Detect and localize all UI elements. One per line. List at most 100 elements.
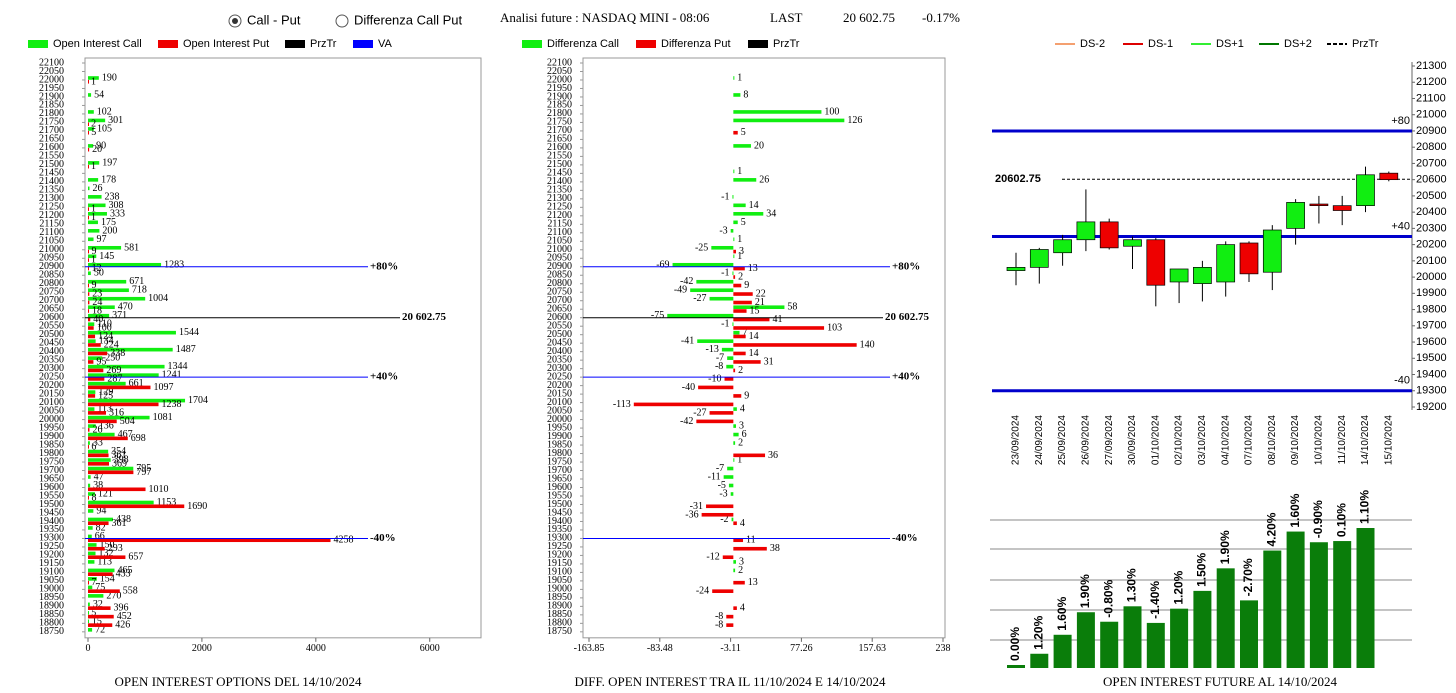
value-label: 398	[114, 455, 129, 466]
bar	[88, 398, 186, 403]
y-tick-label: 19800	[39, 448, 64, 459]
legend-swatch	[285, 40, 305, 48]
y-tick-label: 21200	[547, 210, 572, 221]
bar	[733, 546, 767, 551]
value-label: 12	[92, 263, 102, 274]
reference-label: -40%	[370, 532, 396, 544]
legend-label: Differenza Put	[661, 38, 731, 50]
value-label: -12	[706, 552, 719, 563]
value-label: 1	[91, 161, 96, 172]
bar	[88, 309, 90, 313]
y-tick-label: 21200	[1416, 76, 1447, 88]
bar	[88, 538, 331, 543]
bar	[88, 495, 89, 500]
value-label: -24	[696, 586, 709, 597]
y-tick-label: 19600	[1416, 336, 1447, 348]
y-tick-label: 20900	[1416, 125, 1447, 137]
candle-body	[1216, 244, 1236, 283]
bar	[88, 351, 108, 356]
y-tick-label: 20050	[547, 405, 572, 416]
x-tick-label: 10/10/2024	[1314, 415, 1325, 465]
bar	[733, 606, 737, 610]
value-label: 14	[749, 200, 759, 211]
y-tick-label: 20150	[39, 388, 64, 399]
bar	[88, 441, 90, 445]
y-tick-label: 19550	[39, 490, 64, 501]
value-label: 15	[92, 616, 102, 627]
x-tick-label: 11/10/2024	[1337, 415, 1348, 465]
bar	[88, 385, 151, 390]
bar	[88, 334, 96, 339]
y-tick-label: 20600	[1416, 174, 1447, 186]
value-label: -2.70%	[1241, 558, 1255, 596]
y-tick-label: 21700	[39, 125, 64, 136]
y-tick-label: 20600	[39, 312, 64, 323]
x-tick-label: 02/10/2024	[1174, 415, 1185, 465]
bar	[633, 402, 734, 407]
bar	[733, 568, 736, 573]
radio-button[interactable]	[335, 14, 349, 28]
bar	[88, 322, 95, 326]
y-tick-label: 20700	[39, 295, 64, 306]
value-label: 125	[98, 390, 113, 401]
radio-label[interactable]: Differenza Call Put	[354, 12, 463, 27]
value-label: -31	[690, 501, 703, 512]
y-tick-label: 18800	[547, 618, 572, 629]
radio-label[interactable]: Call - Put	[247, 12, 301, 27]
x-tick-label: -3.11	[720, 643, 740, 654]
candle-body	[1193, 267, 1212, 284]
y-tick-label: 19700	[39, 465, 64, 476]
reference-label: +40%	[370, 371, 398, 383]
bar	[721, 347, 734, 352]
y-tick-label: 21550	[39, 151, 64, 162]
bar	[88, 339, 96, 343]
y-tick-label: 18750	[39, 626, 64, 637]
bar	[726, 623, 734, 627]
y-tick-label: 19300	[547, 533, 572, 544]
x-tick-label: 77.26	[790, 643, 813, 654]
value-label: 1.30%	[1125, 568, 1139, 602]
bar	[731, 517, 734, 522]
bar	[733, 368, 736, 373]
bar	[88, 229, 100, 233]
y-tick-label: 21050	[547, 236, 572, 247]
value-label: 1	[91, 212, 96, 223]
value-label: 66	[95, 531, 105, 542]
bar	[88, 466, 134, 471]
bar	[706, 504, 734, 509]
bar	[88, 266, 89, 271]
value-label: 26	[92, 183, 102, 194]
value-label: 426	[115, 620, 130, 631]
value-label: 136	[99, 421, 114, 432]
y-tick-label: 20750	[547, 287, 572, 298]
candle-body	[1146, 239, 1166, 286]
value-label: 3	[739, 246, 744, 257]
value-label: 504	[120, 416, 135, 427]
value-label: 269	[106, 365, 121, 376]
candle-body	[1239, 242, 1259, 275]
change: -0.17%	[922, 10, 960, 25]
value-label: 7	[91, 577, 96, 588]
y-tick-label: 20350	[547, 354, 572, 365]
value-label: -49	[674, 285, 687, 296]
value-label: 38	[93, 480, 103, 491]
value-label: 94	[96, 505, 106, 516]
bar	[730, 492, 734, 496]
value-label: 1	[737, 166, 742, 177]
value-label: -13	[706, 344, 719, 355]
value-label: 75	[95, 582, 105, 593]
value-label: 438	[116, 514, 131, 525]
bar	[733, 394, 742, 398]
y-tick-label: 19800	[547, 448, 572, 459]
plot-frame	[84, 57, 482, 639]
candle-body	[1029, 249, 1049, 268]
value-label: 113	[97, 404, 112, 415]
y-tick-label: 19400	[547, 516, 572, 527]
value-label: 4258	[334, 535, 354, 546]
y-tick-label: 21300	[39, 193, 64, 204]
bar	[733, 407, 737, 411]
y-tick-label: 18950	[39, 592, 64, 603]
bar	[88, 330, 176, 335]
value-label: 132	[99, 548, 114, 559]
y-tick-label: 20500	[1416, 190, 1447, 202]
